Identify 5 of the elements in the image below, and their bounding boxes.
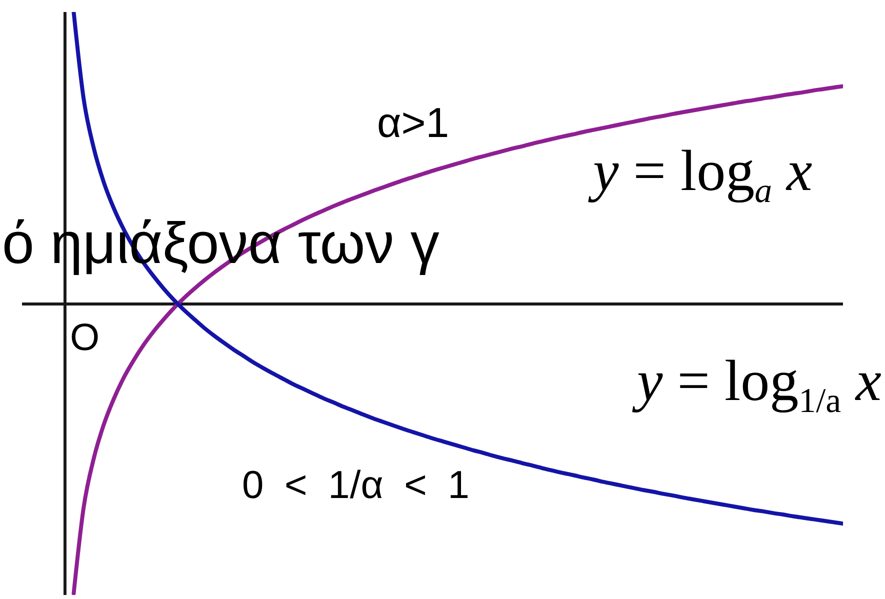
- annotation: O: [70, 317, 100, 359]
- series-label: y = log$_{1/a}$ x: [632, 348, 882, 420]
- series-label: y = log$_{a}$ x: [588, 138, 812, 210]
- annotation: α>1: [377, 99, 450, 146]
- annotation: 0 < 1/α < 1: [242, 464, 470, 507]
